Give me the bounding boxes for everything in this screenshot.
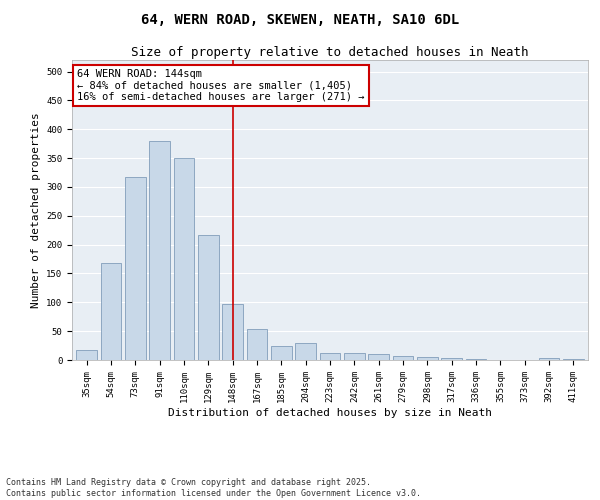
Bar [417,356,438,360]
Bar [271,346,292,360]
Text: 64 WERN ROAD: 144sqm
← 84% of detached houses are smaller (1,405)
16% of semi-de: 64 WERN ROAD: 144sqm ← 84% of detached h… [77,69,365,102]
Bar [563,359,584,360]
Bar [344,353,365,360]
Bar [222,304,243,360]
Y-axis label: Number of detached properties: Number of detached properties [31,112,41,308]
Bar [442,358,462,360]
Title: Size of property relative to detached houses in Neath: Size of property relative to detached ho… [131,46,529,59]
Bar [173,158,194,360]
Text: 64, WERN ROAD, SKEWEN, NEATH, SA10 6DL: 64, WERN ROAD, SKEWEN, NEATH, SA10 6DL [141,12,459,26]
Bar [149,141,170,360]
Bar [392,356,413,360]
Text: Contains HM Land Registry data © Crown copyright and database right 2025.
Contai: Contains HM Land Registry data © Crown c… [6,478,421,498]
Bar [320,352,340,360]
Bar [198,236,218,360]
Bar [368,354,389,360]
X-axis label: Distribution of detached houses by size in Neath: Distribution of detached houses by size … [168,408,492,418]
Bar [101,263,121,360]
Bar [76,350,97,360]
Bar [295,344,316,360]
Bar [539,358,559,360]
Bar [247,329,268,360]
Bar [125,177,146,360]
